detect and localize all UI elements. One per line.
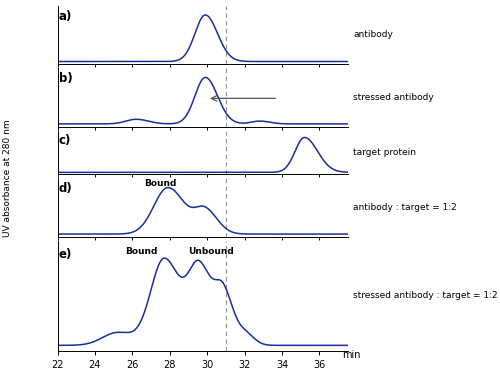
Text: c): c) xyxy=(59,133,72,147)
Text: e): e) xyxy=(59,248,72,262)
Text: b): b) xyxy=(59,72,72,85)
Text: stressed antibody: stressed antibody xyxy=(354,93,434,102)
Text: Bound: Bound xyxy=(144,179,176,188)
Text: UV absorbance at 280 nm: UV absorbance at 280 nm xyxy=(3,119,12,237)
Text: target protein: target protein xyxy=(354,148,416,157)
Text: min: min xyxy=(342,350,360,360)
Text: a): a) xyxy=(59,10,72,23)
Text: Bound: Bound xyxy=(126,247,158,256)
Text: antibody: antibody xyxy=(354,30,393,39)
Text: antibody : target = 1:2: antibody : target = 1:2 xyxy=(354,203,457,212)
Text: d): d) xyxy=(59,182,72,195)
Text: stressed antibody : target = 1:2: stressed antibody : target = 1:2 xyxy=(354,291,498,300)
Text: Unbound: Unbound xyxy=(188,247,234,256)
